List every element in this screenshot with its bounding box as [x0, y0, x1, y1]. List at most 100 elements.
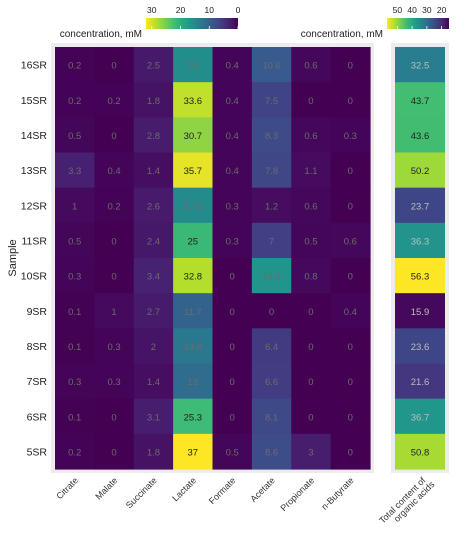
- heatmap-cell: [55, 117, 95, 154]
- cell-value-label: 0.4: [107, 166, 120, 177]
- heatmap-cell: [291, 398, 332, 435]
- total-colorbar-tick: 20: [437, 5, 447, 15]
- heatmap-cell: [133, 152, 174, 189]
- cell-value-label: 0: [111, 131, 116, 142]
- heatmap-cell: [55, 398, 95, 435]
- total-value-label: 50.8: [411, 447, 430, 458]
- cell-value-label: 35.7: [184, 166, 203, 177]
- heatmap-cell: [173, 152, 214, 189]
- heatmap-cell: [291, 117, 332, 154]
- heatmap-cell: [330, 47, 371, 83]
- heatmap-cell: [330, 363, 371, 400]
- total-value-label: 56.3: [411, 272, 430, 283]
- cell-value-label: 0: [308, 307, 313, 318]
- heatmap-cell: [212, 47, 253, 83]
- cell-value-label: 0.1: [68, 307, 81, 318]
- cell-value-label: 0.6: [304, 201, 317, 212]
- heatmap-cell: [291, 222, 332, 259]
- cell-value-label: 0.3: [344, 131, 357, 142]
- cell-value-label: 18: [188, 61, 199, 72]
- cell-value-label: 2.7: [147, 307, 160, 318]
- heatmap-cell: [291, 363, 332, 400]
- y-axis-title: Sample: [7, 239, 19, 276]
- cell-value-label: 0: [230, 307, 235, 318]
- cell-value-label: 0: [111, 272, 116, 283]
- cell-value-label: 1.2: [265, 201, 278, 212]
- heatmap-cell: [173, 258, 214, 294]
- heatmap-cell: [212, 187, 253, 224]
- heatmap-cell: [173, 328, 214, 365]
- heatmap-cell: [212, 398, 253, 435]
- cell-value-label: 2.8: [147, 131, 160, 142]
- row-label: 9SR: [27, 306, 48, 318]
- cell-value-label: 0.2: [68, 96, 81, 107]
- cell-value-label: 0: [230, 342, 235, 353]
- heatmap-cell: [251, 117, 292, 154]
- total-colorbar-tick: 40: [407, 5, 417, 15]
- cell-value-label: 0.1: [68, 342, 81, 353]
- heatmap-cell: [330, 398, 371, 435]
- cell-value-label: 1.4: [147, 377, 160, 388]
- heatmap-cell: [133, 47, 174, 83]
- heatmap-cell: [133, 187, 174, 224]
- total-cell: [395, 222, 445, 259]
- total-cell: [395, 398, 445, 435]
- main-colorbar-tick: 0: [236, 5, 241, 15]
- heatmap-cell: [94, 152, 135, 189]
- cell-value-label: 0: [308, 96, 313, 107]
- heatmap-cell: [330, 82, 371, 118]
- heatmap-cell: [55, 82, 95, 118]
- cell-value-label: 0.6: [304, 131, 317, 142]
- heatmap-cell: [55, 258, 95, 294]
- cell-value-label: 0.5: [226, 447, 239, 458]
- heatmap-cell: [291, 82, 332, 118]
- heatmap-cell: [212, 328, 253, 365]
- total-colorbar-title: concentration, mM: [301, 29, 383, 40]
- row-label: 13SR: [21, 165, 48, 177]
- total-cell: [395, 258, 445, 294]
- column-label: Propionate: [278, 475, 316, 513]
- row-label: 10SR: [21, 271, 48, 283]
- cell-value-label: 0: [348, 61, 353, 72]
- total-colorbar: [387, 18, 449, 29]
- cell-value-label: 1: [72, 201, 77, 212]
- cell-value-label: 0.2: [107, 96, 120, 107]
- column-label: Formate: [207, 475, 238, 506]
- cell-value-label: 10.6: [262, 61, 281, 72]
- cell-value-label: 0: [111, 61, 116, 72]
- cell-value-label: 0.4: [226, 61, 239, 72]
- cell-value-label: 0.3: [68, 377, 81, 388]
- heatmap-cell: [133, 258, 174, 294]
- heatmap-cell: [173, 222, 214, 259]
- heatmap-cell: [291, 152, 332, 189]
- cell-value-label: 0: [348, 412, 353, 423]
- heatmap-cell: [133, 433, 174, 470]
- total-cell: [395, 117, 445, 154]
- heatmap-cell: [133, 117, 174, 154]
- cell-value-label: 33.6: [184, 96, 203, 107]
- heatmap-cell: [173, 363, 214, 400]
- column-label: Lactate: [170, 475, 198, 503]
- heatmap-cell: [330, 293, 371, 329]
- cell-value-label: 0.4: [226, 96, 239, 107]
- main-colorbar-title: concentration, mM: [60, 29, 142, 40]
- heatmap-cell: [330, 152, 371, 189]
- heatmap-cell: [55, 152, 95, 189]
- cell-value-label: 0.2: [68, 61, 81, 72]
- row-label: 14SR: [21, 130, 48, 142]
- heatmap-cell: [251, 328, 292, 365]
- heatmap-cell: [55, 47, 95, 83]
- heatmap-cell: [251, 187, 292, 224]
- cell-value-label: 0.3: [226, 201, 239, 212]
- cell-value-label: 2.5: [147, 61, 160, 72]
- heatmap-cell: [133, 363, 174, 400]
- heatmap-cell: [330, 433, 371, 470]
- heatmap-cell: [94, 363, 135, 400]
- heatmap-cell: [251, 398, 292, 435]
- heatmap-cell: [94, 82, 135, 118]
- cell-value-label: 0: [111, 447, 116, 458]
- cell-value-label: 0.6: [344, 236, 357, 247]
- total-cell: [395, 82, 445, 118]
- main-colorbar-tick: 30: [147, 5, 157, 15]
- cell-value-label: 0.5: [68, 131, 81, 142]
